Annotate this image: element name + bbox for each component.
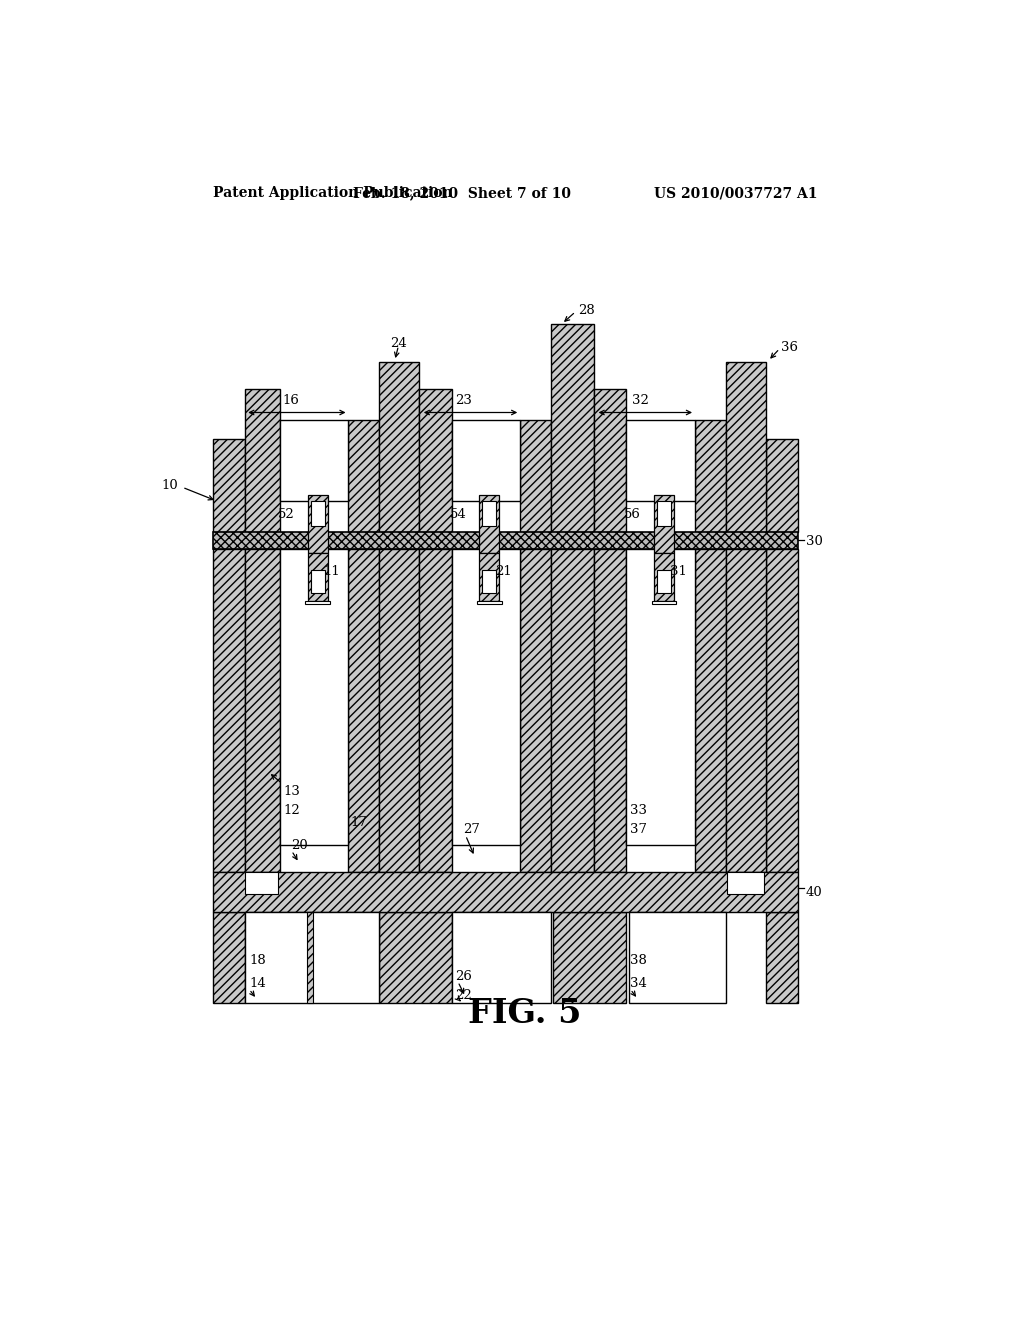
Bar — [695, 420, 726, 532]
Bar — [452, 549, 520, 845]
Text: 18: 18 — [249, 954, 266, 968]
Text: US 2010/0037727 A1: US 2010/0037727 A1 — [654, 186, 817, 201]
Text: 36: 36 — [781, 341, 799, 354]
Text: 10: 10 — [162, 479, 178, 492]
Bar — [654, 553, 674, 601]
Bar — [627, 549, 695, 845]
Bar — [766, 912, 798, 1003]
Bar — [348, 420, 379, 532]
Bar — [657, 570, 671, 594]
Text: FIG. 5: FIG. 5 — [468, 997, 582, 1030]
Text: 22: 22 — [456, 989, 472, 1002]
Bar — [553, 912, 627, 1003]
Text: 17: 17 — [351, 816, 368, 829]
Text: 27: 27 — [463, 824, 480, 837]
Text: 52: 52 — [278, 508, 295, 520]
Bar — [726, 549, 766, 873]
Bar — [695, 549, 726, 873]
Text: 32: 32 — [632, 395, 649, 408]
Bar — [307, 553, 328, 601]
Bar — [379, 912, 452, 1003]
Bar — [726, 363, 766, 532]
Text: 11: 11 — [324, 565, 341, 578]
Text: 38: 38 — [631, 954, 647, 968]
Bar — [213, 440, 246, 532]
Bar — [213, 532, 798, 549]
Bar — [766, 440, 798, 532]
Text: 56: 56 — [625, 508, 641, 520]
Bar — [246, 873, 279, 894]
Bar — [419, 549, 452, 873]
Text: 12: 12 — [284, 804, 300, 817]
Bar — [310, 502, 325, 525]
Bar — [305, 601, 330, 605]
Bar — [452, 420, 520, 502]
Bar — [627, 420, 695, 502]
Text: 37: 37 — [631, 824, 647, 837]
Bar — [727, 873, 764, 894]
Bar — [551, 549, 594, 873]
Bar — [766, 549, 798, 873]
Bar — [654, 495, 674, 553]
Bar — [594, 389, 627, 532]
Text: 14: 14 — [249, 977, 266, 990]
Text: 28: 28 — [578, 304, 595, 317]
Bar — [520, 420, 551, 532]
Bar — [246, 912, 379, 1003]
Bar — [246, 549, 280, 873]
Bar — [629, 912, 726, 1003]
Bar — [477, 601, 502, 605]
Bar — [419, 389, 452, 532]
Text: Feb. 18, 2010  Sheet 7 of 10: Feb. 18, 2010 Sheet 7 of 10 — [352, 186, 570, 201]
Bar — [482, 570, 497, 594]
Bar — [479, 495, 500, 553]
Bar — [246, 389, 280, 532]
Bar — [280, 549, 348, 845]
Text: 13: 13 — [284, 785, 301, 797]
Bar — [652, 601, 677, 605]
Text: 23: 23 — [455, 395, 472, 408]
Bar — [307, 495, 328, 553]
Text: 16: 16 — [283, 395, 299, 408]
Text: 24: 24 — [390, 337, 407, 350]
Text: 20: 20 — [292, 838, 308, 851]
Text: Patent Application Publication: Patent Application Publication — [213, 186, 453, 201]
Bar — [213, 549, 246, 873]
Text: 33: 33 — [631, 804, 647, 817]
Bar — [213, 912, 246, 1003]
Text: 26: 26 — [456, 970, 472, 982]
Bar — [280, 420, 348, 502]
Bar — [551, 323, 594, 532]
Bar — [520, 549, 551, 873]
Bar — [307, 912, 313, 1003]
Bar — [379, 549, 419, 873]
Bar — [452, 912, 551, 1003]
Text: 40: 40 — [806, 886, 822, 899]
Text: 54: 54 — [450, 508, 466, 520]
Text: 21: 21 — [496, 565, 512, 578]
Text: 34: 34 — [631, 977, 647, 990]
Bar — [379, 363, 419, 532]
Text: 30: 30 — [806, 535, 822, 548]
Bar — [657, 502, 671, 525]
Bar — [348, 549, 379, 873]
Bar — [213, 873, 798, 912]
Bar — [594, 549, 627, 873]
Bar — [479, 553, 500, 601]
Bar — [310, 570, 325, 594]
Bar — [482, 502, 497, 525]
Text: 31: 31 — [671, 565, 687, 578]
